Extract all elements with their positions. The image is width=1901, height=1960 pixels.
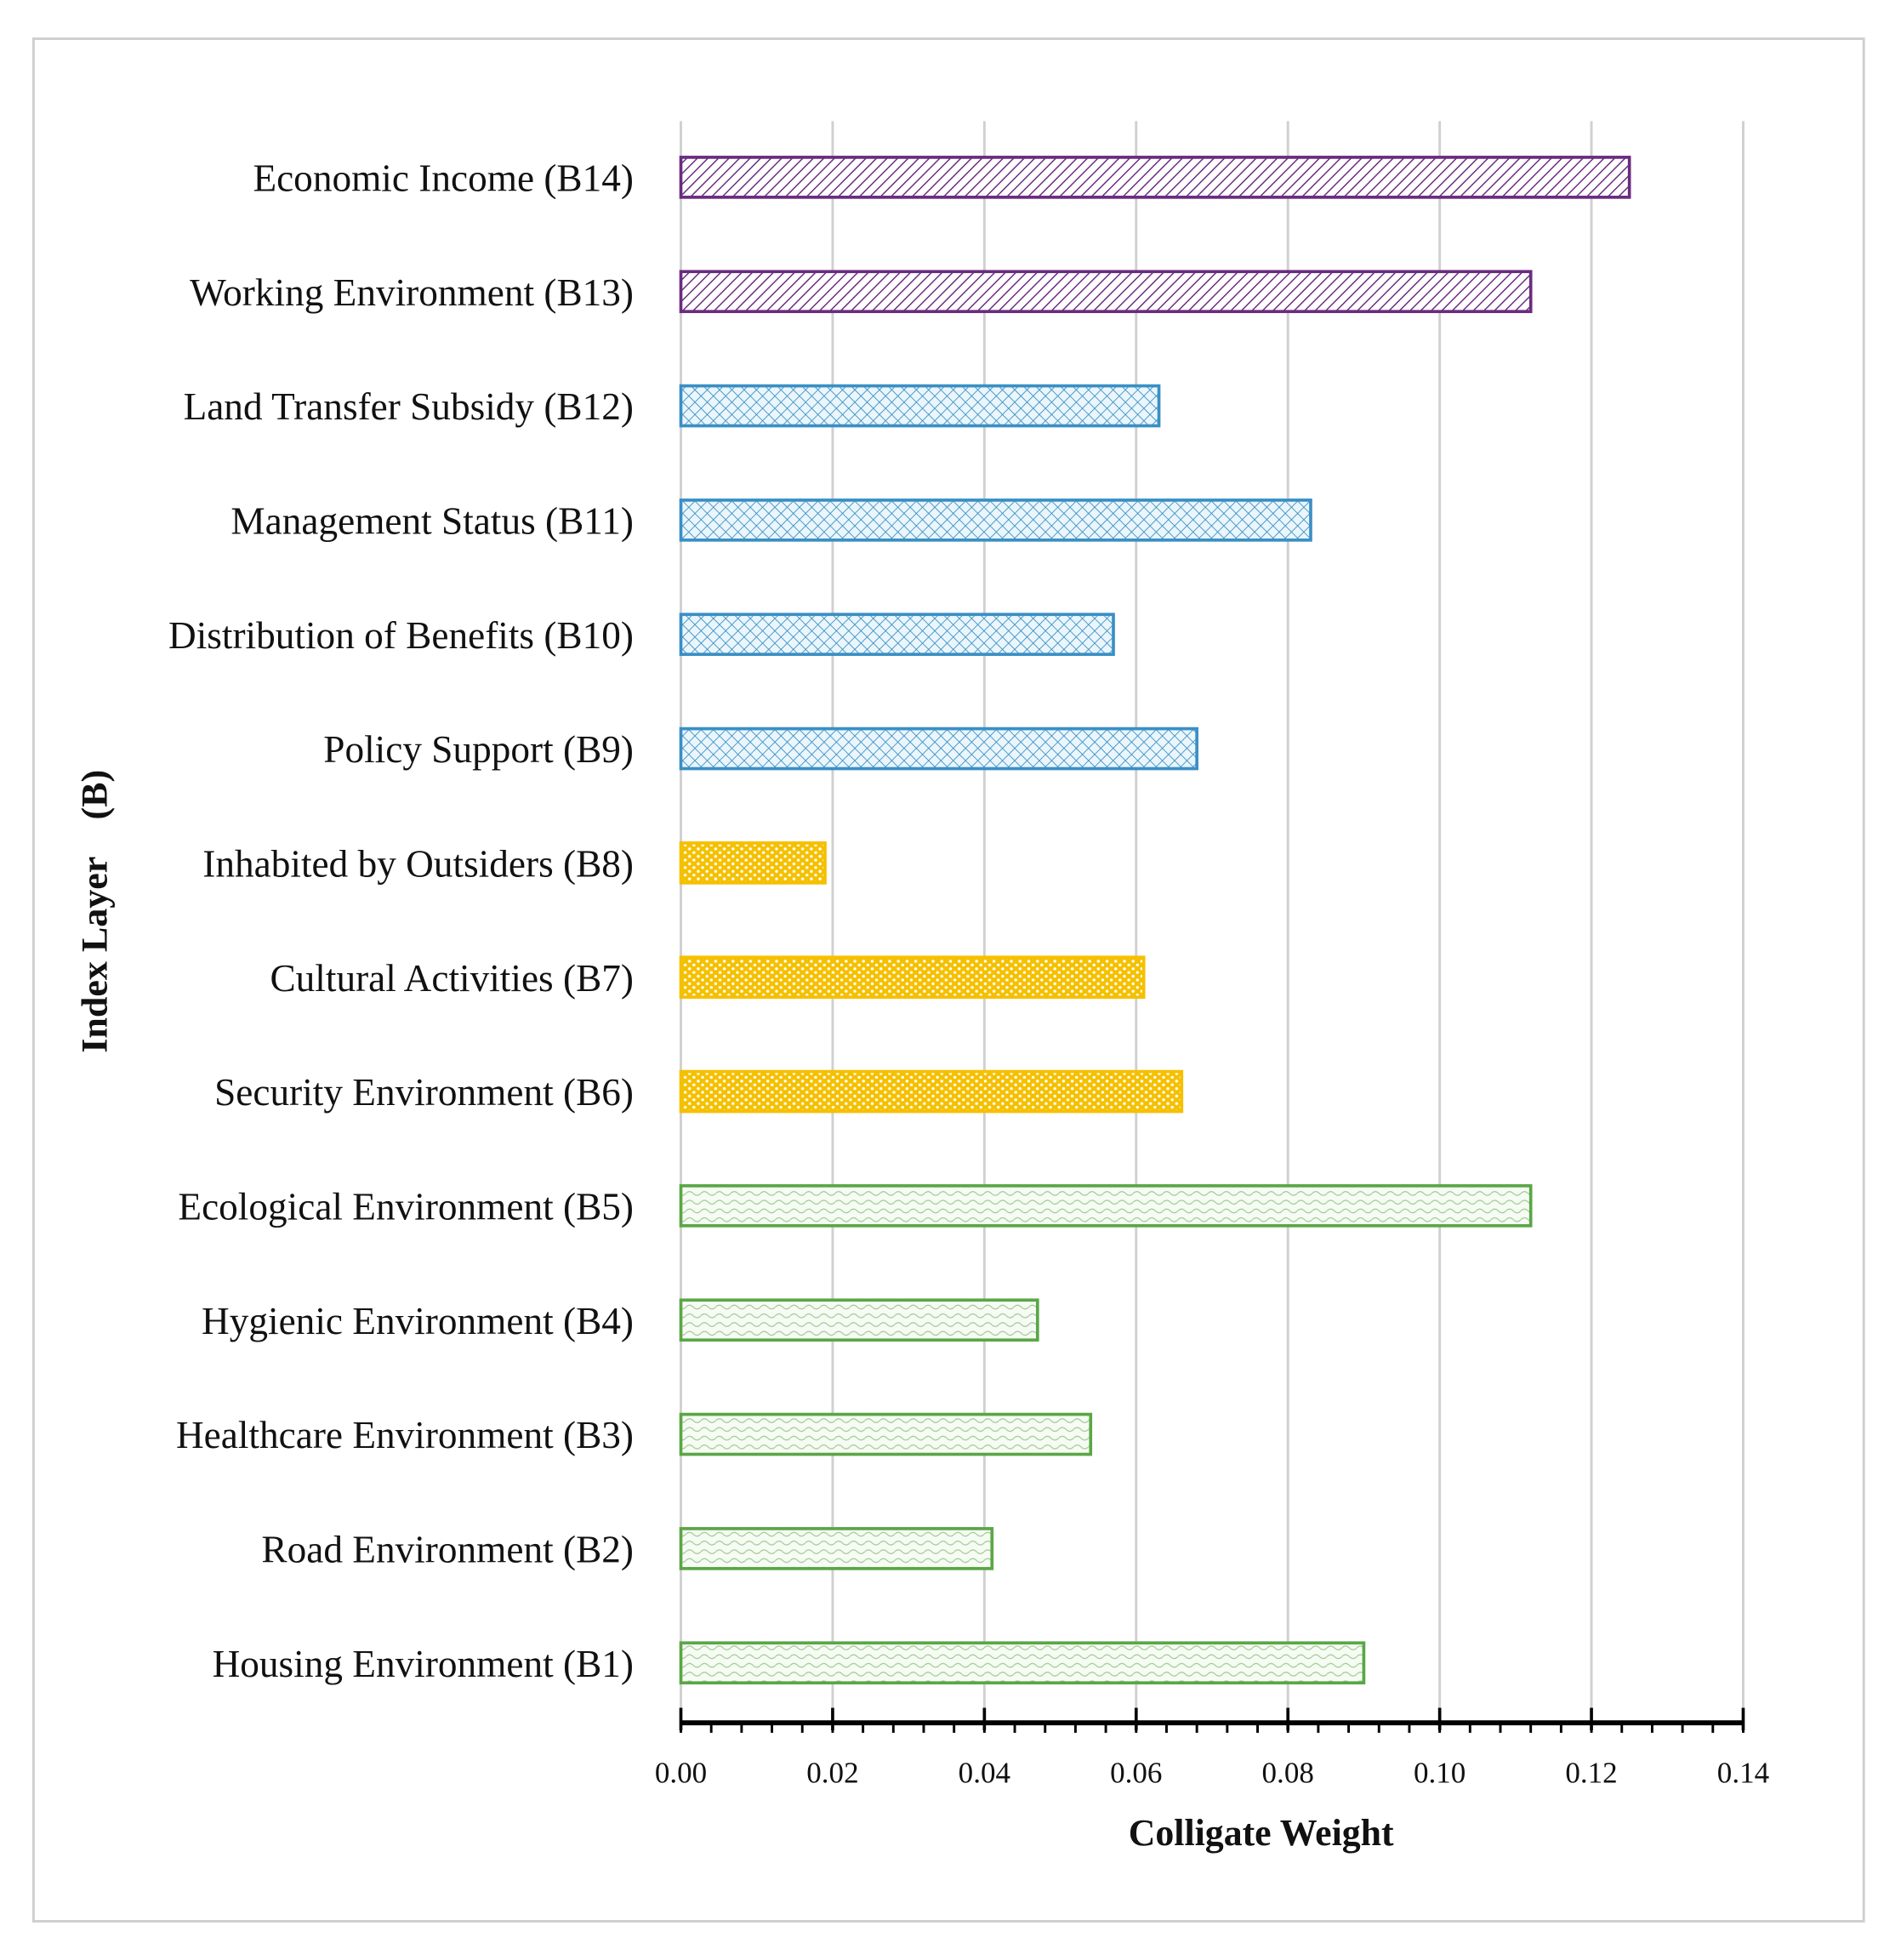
figure-border <box>31 37 1865 1923</box>
bar <box>679 1069 1184 1114</box>
bar <box>679 726 1198 771</box>
category-label: Management Status (B11) <box>231 499 634 542</box>
category-label: Policy Support (B9) <box>323 728 634 771</box>
category-label: Inhabited by Outsiders (B8) <box>202 842 634 885</box>
gridlines <box>680 121 1744 1724</box>
bars <box>679 156 1631 1685</box>
bar <box>679 612 1115 657</box>
category-label: Cultural Activities (B7) <box>270 957 634 1000</box>
category-label: Economic Income (B14) <box>253 157 634 199</box>
category-label: Working Environment (B13) <box>190 271 634 314</box>
bar <box>679 841 827 885</box>
category-label: Housing Environment (B1) <box>213 1643 634 1685</box>
bar <box>679 955 1146 1000</box>
bar <box>679 1412 1093 1456</box>
x-tick-label: 0.14 <box>1717 1757 1770 1790</box>
x-tick-label: 0.00 <box>655 1757 707 1790</box>
bar <box>679 156 1631 199</box>
x-tick-label: 0.08 <box>1262 1757 1314 1790</box>
y-axis-title: Index Layer (B) <box>74 770 116 1053</box>
category-label: Distribution of Benefits (B10) <box>168 614 634 657</box>
category-label: Road Environment (B2) <box>261 1528 634 1570</box>
bar <box>679 270 1533 314</box>
category-label: Healthcare Environment (B3) <box>176 1414 634 1456</box>
bar <box>679 1527 994 1570</box>
bar <box>679 384 1161 428</box>
bar <box>679 1184 1533 1228</box>
category-label: Hygienic Environment (B4) <box>202 1300 634 1342</box>
bar <box>679 499 1312 542</box>
x-tick-label: 0.12 <box>1565 1757 1617 1790</box>
bar <box>679 1641 1366 1685</box>
category-labels: Economic Income (B14) Working Environment… <box>168 157 634 1684</box>
x-tick-label: 0.04 <box>959 1757 1011 1790</box>
bar <box>679 1298 1039 1342</box>
x-tick-label: 0.10 <box>1414 1757 1466 1790</box>
x-axis-title: Colligate Weight <box>1129 1812 1394 1854</box>
category-label: Security Environment (B6) <box>214 1071 634 1114</box>
x-tick-label: 0.06 <box>1110 1757 1162 1790</box>
x-axis: 0.00 0.02 0.04 0.06 0.08 0.10 0.12 0.14 <box>655 1707 1770 1790</box>
category-label: Ecological Environment (B5) <box>178 1185 634 1228</box>
x-tick-label: 0.02 <box>806 1757 858 1790</box>
category-label: Land Transfer Subsidy (B12) <box>184 385 634 428</box>
